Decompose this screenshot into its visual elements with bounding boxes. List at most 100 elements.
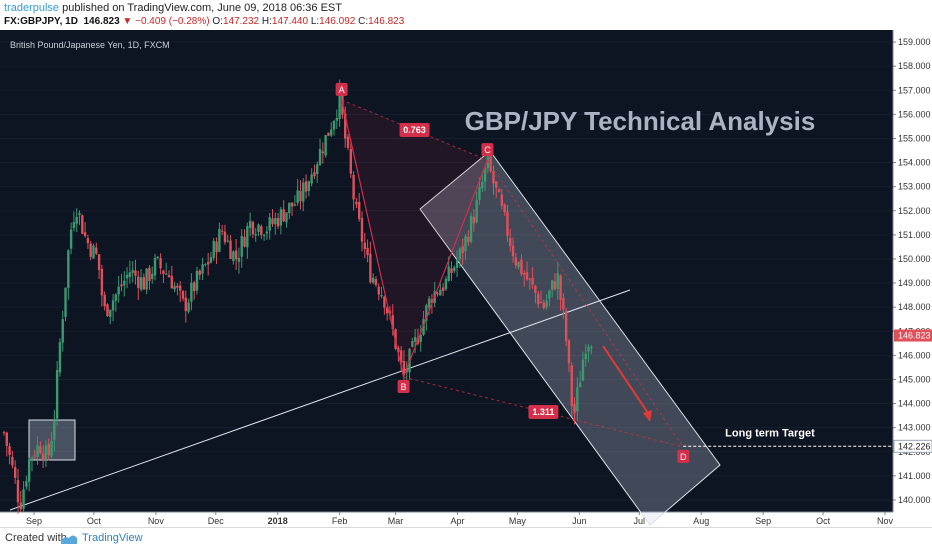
candle-body — [97, 254, 101, 271]
candle-body — [349, 148, 353, 174]
candle-body — [590, 346, 593, 349]
x-tick-label: Sep — [755, 516, 771, 526]
candle-body — [223, 231, 227, 243]
candle-body — [536, 293, 540, 305]
candle-body — [455, 260, 459, 268]
candle-body — [444, 278, 448, 290]
candle-body — [89, 243, 92, 257]
candle-body — [254, 234, 257, 236]
candle-body — [380, 295, 383, 297]
publisher-link[interactable]: traderpulse — [4, 2, 60, 14]
candle-body — [383, 296, 386, 308]
candle-body — [274, 217, 277, 225]
last-price: 146.823 — [83, 16, 120, 27]
candle-body — [391, 315, 394, 330]
candle-body — [234, 250, 238, 260]
candle-body — [212, 240, 215, 258]
candle-body — [44, 445, 48, 461]
candle-body — [419, 334, 422, 342]
candle-body — [397, 348, 400, 353]
candle-body — [385, 307, 389, 314]
candle-body — [106, 304, 109, 317]
ratio-label: 0.763 — [403, 125, 426, 135]
plot-area — [0, 30, 893, 512]
candle-body — [173, 285, 176, 290]
candle-body — [151, 273, 154, 279]
candle-body — [39, 446, 42, 454]
candle-body — [492, 171, 495, 184]
y-tick-label: 157.000 — [898, 85, 931, 95]
candle-body — [318, 149, 322, 165]
candle-body — [500, 194, 504, 206]
candle-body — [578, 382, 582, 388]
y-tick-label: 151.000 — [898, 230, 931, 240]
candle-body — [352, 174, 355, 200]
target-price-tag — [893, 439, 932, 453]
candle-body — [520, 259, 523, 275]
pattern-point-marker — [481, 143, 494, 157]
low-label: L: — [310, 16, 320, 27]
symbol-label: FX:GBPJPY, 1D — [4, 16, 78, 27]
x-tick-label: Oct — [816, 516, 831, 526]
y-tick-label: 140.000 — [898, 495, 931, 505]
candle-body — [523, 273, 526, 275]
candle-body — [467, 236, 470, 243]
candle-body — [237, 257, 241, 262]
candle-body — [92, 245, 95, 259]
y-tick-label: 143.000 — [898, 423, 931, 433]
candle-body — [447, 266, 450, 281]
candle-body — [411, 340, 414, 347]
candle-body — [156, 256, 160, 258]
candle-body — [506, 211, 509, 236]
candle-body — [509, 238, 512, 246]
tradingview-link[interactable]: TradingView — [82, 532, 143, 544]
candle-body — [11, 456, 14, 466]
candle-body — [206, 262, 210, 265]
pattern-ratio-line — [487, 159, 684, 448]
candle-body — [72, 222, 76, 229]
candle-body — [363, 242, 366, 250]
y-tick-label: 156.000 — [898, 109, 931, 119]
x-tick-label: Nov — [148, 516, 165, 526]
candle-body — [553, 281, 557, 290]
candle-body — [190, 282, 193, 302]
candle-body — [576, 387, 579, 412]
candle-body — [198, 270, 201, 275]
candle-body — [290, 202, 294, 207]
x-tick-label: Feb — [332, 516, 348, 526]
candle-body — [489, 155, 492, 171]
candle-body — [69, 229, 73, 249]
candle-body — [335, 117, 339, 121]
open-value: 147.232 — [222, 16, 260, 27]
candle-body — [357, 202, 361, 220]
candle-body — [153, 257, 157, 276]
candle-body — [282, 209, 285, 222]
ohlc-row: FX:GBPJPY, 1D 146.823 ▼ −0.409 (−0.28%) … — [4, 16, 404, 27]
candle-body — [75, 216, 78, 224]
candle-body — [439, 289, 442, 296]
candle-body — [19, 502, 22, 510]
candle-body — [159, 258, 162, 269]
candle-body — [503, 204, 506, 213]
candle-body — [83, 232, 87, 236]
candle-body — [517, 261, 520, 268]
candle-body — [117, 286, 120, 295]
candle-body — [58, 342, 62, 373]
ratio-label-bg — [399, 123, 430, 138]
candle-body — [145, 268, 148, 290]
candle-body — [441, 287, 445, 292]
candle-body — [100, 268, 104, 296]
price-chart[interactable]: 140.000141.000142.000143.000144.000145.0… — [0, 30, 932, 527]
candle-body — [201, 264, 204, 274]
x-tick-label: Mar — [388, 516, 404, 526]
close-label: C: — [358, 16, 369, 27]
y-tick-label: 158.000 — [898, 61, 931, 71]
candle-body — [321, 151, 325, 154]
pattern-point-C: C — [484, 145, 491, 155]
projection-arrow — [602, 345, 651, 417]
low-value: 146.092 — [319, 16, 356, 27]
candle-body — [81, 215, 84, 234]
y-tick-label: 154.000 — [898, 158, 931, 168]
y-tick-label: 144.000 — [898, 399, 931, 409]
target-price-label: 142.226 — [898, 441, 931, 451]
